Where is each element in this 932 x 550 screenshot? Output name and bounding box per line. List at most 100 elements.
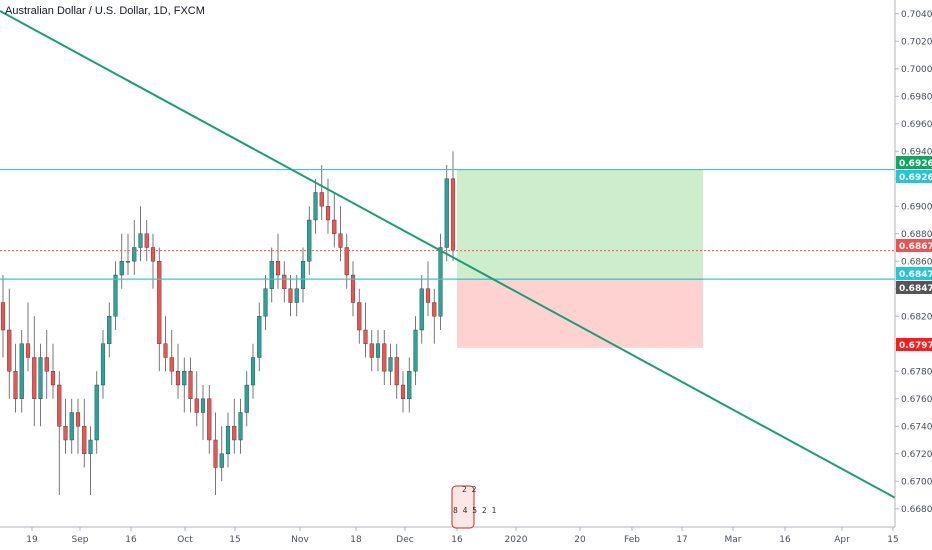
candle-body	[219, 453, 224, 468]
candle	[132, 220, 137, 275]
candle	[44, 330, 49, 399]
candle	[269, 247, 274, 303]
candle	[200, 385, 206, 440]
candle-body	[132, 247, 137, 262]
candle-body	[13, 371, 18, 399]
candle-body	[444, 178, 449, 248]
candle	[238, 398, 243, 454]
candle	[438, 233, 443, 330]
candle	[288, 275, 293, 317]
candle-body	[282, 274, 287, 289]
candle	[150, 233, 156, 289]
candle-body	[350, 274, 356, 303]
candle-body	[450, 178, 456, 251]
candle	[450, 151, 456, 262]
price-badge-label: 0.69261	[899, 173, 932, 183]
candle	[75, 398, 81, 454]
profit-zone[interactable]	[457, 169, 703, 280]
candle-body	[19, 343, 24, 399]
candle	[250, 343, 256, 399]
candle	[144, 220, 149, 262]
price-badge-bg	[896, 281, 932, 294]
candle	[300, 247, 306, 303]
candle-body	[38, 357, 43, 399]
candle	[88, 426, 93, 495]
price-badge: 0.69261	[896, 170, 932, 183]
candle-body	[407, 371, 412, 399]
candles-layer	[0, 151, 456, 495]
candle-body	[313, 192, 318, 221]
candle-body	[250, 357, 256, 386]
candle-body	[325, 206, 331, 221]
candle-body	[388, 357, 393, 372]
x-tick-label: 18	[350, 535, 362, 545]
candle-body	[82, 426, 87, 454]
candle	[138, 206, 143, 262]
candle	[182, 357, 187, 413]
candle-body	[63, 426, 68, 441]
candle-body	[7, 329, 12, 372]
candle	[13, 343, 18, 413]
candle-body	[75, 412, 81, 427]
candle-body	[244, 384, 249, 413]
candle	[188, 357, 193, 413]
candle	[375, 330, 381, 372]
candle	[232, 398, 237, 454]
candle	[169, 330, 174, 385]
price-badge-bg	[896, 338, 932, 351]
candle-body	[275, 261, 281, 276]
loss-zone[interactable]	[457, 279, 703, 348]
emblem-top-text: 2 2	[462, 485, 477, 494]
candle	[100, 330, 106, 399]
candle-body	[300, 261, 306, 289]
time-axis[interactable]: 19 Sep 16 Oct 15 Nov 18 Dec 16 2020 20 Feb 17 Mar 16 Ap…	[0, 526, 899, 545]
x-tick-label: Apr	[834, 535, 850, 545]
candle-body	[163, 343, 168, 358]
candle-body	[32, 357, 37, 399]
candle-body	[207, 398, 212, 441]
candle-body	[157, 261, 162, 344]
candle	[57, 371, 62, 495]
candle-body	[425, 288, 431, 303]
price-badge-label: 0.69267	[899, 159, 932, 169]
candle	[319, 165, 324, 220]
candle-body	[307, 219, 312, 262]
trendline[interactable]	[0, 10, 896, 499]
candle-body	[119, 261, 124, 276]
candle-body	[344, 247, 349, 276]
candle	[25, 302, 31, 372]
x-tick-label: 16	[125, 535, 137, 545]
candle	[275, 233, 281, 289]
x-tick-label: 15	[229, 535, 240, 545]
x-tick-label: 16	[779, 535, 791, 545]
x-tick-label: Feb	[624, 535, 640, 545]
candle	[413, 316, 418, 385]
price-badge: 0.67970	[896, 338, 932, 351]
candle-body	[213, 439, 218, 468]
price-badge-label: 0.67970	[899, 341, 932, 351]
candle	[369, 330, 374, 372]
candle-body	[394, 357, 399, 386]
x-tick-label: 20	[574, 535, 586, 545]
candle-body	[57, 384, 62, 427]
candle	[63, 398, 68, 454]
chart-title: Australian Dollar / U.S. Dollar, 1D, FXC…	[5, 5, 205, 17]
candle	[175, 343, 181, 399]
candle-body	[169, 357, 174, 372]
candle-body	[332, 219, 337, 234]
candle	[338, 206, 343, 262]
candle	[163, 316, 168, 372]
